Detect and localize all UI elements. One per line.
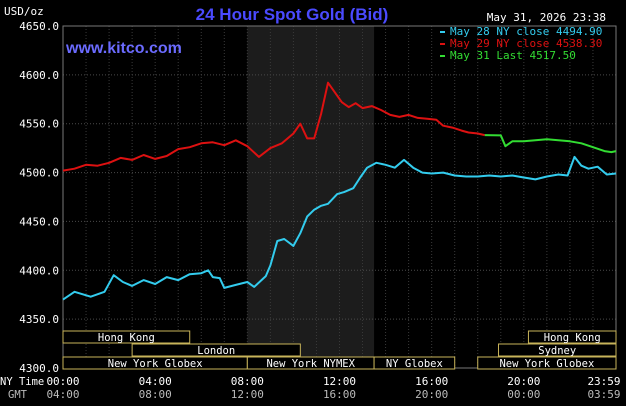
- y-tick-label: 4400.0: [19, 264, 59, 277]
- y-tick-label: 4600.0: [19, 69, 59, 82]
- x-tick-label-gmt: 16:00: [323, 388, 356, 401]
- legend-label: May 31 Last 4517.50: [450, 49, 576, 62]
- y-tick-label: 4550.0: [19, 118, 59, 131]
- legend-item: May 28 NY close 4494.90: [440, 25, 602, 38]
- legend-label: May 29 NY close 4538.30: [450, 37, 602, 50]
- x-tick-label-ny: 08:00: [231, 375, 264, 388]
- session-bar: New York Globex: [62, 356, 248, 370]
- watermark-url: www.kitco.com: [65, 40, 182, 57]
- session-bar-box: [373, 356, 456, 370]
- session-bar: New York NYMEX: [246, 356, 375, 370]
- session-bar: Hong Kong: [527, 330, 617, 344]
- session-label: NY Globex: [386, 358, 443, 370]
- y-tick-label: 4350.0: [19, 313, 59, 326]
- legend-swatch: [440, 43, 445, 45]
- x-tick-label-gmt: 12:00: [231, 388, 264, 401]
- session-bar: London: [131, 343, 301, 357]
- session-label: London: [197, 345, 235, 357]
- x-tick-label-ny: 04:00: [139, 375, 172, 388]
- session-bar-box: [527, 330, 617, 344]
- timestamp: May 31, 2026 23:38: [487, 11, 606, 24]
- x-tick-label-gmt: 04:00: [46, 388, 79, 401]
- session-bar: New York Globex: [477, 356, 617, 370]
- session-label: New York NYMEX: [266, 358, 355, 370]
- session-bar-box: [497, 343, 617, 357]
- x-tick-label-gmt: 08:00: [139, 388, 172, 401]
- y-tick-label: 4500.0: [19, 167, 59, 180]
- ny-nymex-session-band: [247, 26, 375, 368]
- y-tick-label: 4300.0: [19, 362, 59, 375]
- legend-item: May 29 NY close 4538.30: [440, 37, 602, 50]
- x-tick-label-gmt: 03:59: [587, 388, 620, 401]
- series-line: [484, 134, 617, 154]
- legend-label: May 28 NY close 4494.90: [450, 25, 602, 38]
- legend-swatch: [440, 31, 445, 33]
- session-label: Sydney: [538, 345, 576, 357]
- session-bar-box: [477, 356, 617, 370]
- x-tick-label-ny: 23:59: [587, 375, 620, 388]
- session-bar: NY Globex: [373, 356, 456, 370]
- gmt-row-label: GMT: [8, 389, 28, 401]
- session-bar-box: [62, 330, 191, 344]
- unit-label: USD/oz: [4, 5, 44, 18]
- x-tick-label-ny: 20:00: [507, 375, 540, 388]
- x-tick-label-gmt: 00:00: [507, 388, 540, 401]
- session-label: Hong Kong: [98, 332, 155, 344]
- y-axis: 4650.0 4600.0 4550.0 4500.0 4450.0 4400.0 4350…: [19, 20, 59, 375]
- legend-swatch: [440, 55, 445, 57]
- series-layer: [62, 81, 617, 301]
- session-bar-box: [131, 343, 301, 357]
- session-bar: Hong Kong: [62, 330, 191, 344]
- legend-item: May 31 Last 4517.50: [440, 49, 576, 62]
- y-tick-label: 4650.0: [19, 20, 59, 33]
- series-line: [62, 155, 617, 301]
- x-tick-label-gmt: 20:00: [415, 388, 448, 401]
- session-label: New York Globex: [108, 358, 203, 370]
- chart-title: 24 Hour Spot Gold (Bid): [196, 5, 389, 24]
- ny-time-row-label: NY Time: [0, 376, 44, 388]
- session-bar: Sydney: [497, 343, 617, 357]
- x-tick-label-ny: 12:00: [323, 375, 356, 388]
- x-tick-label-ny: 16:00: [415, 375, 448, 388]
- series-line: [62, 81, 485, 172]
- session-label: Hong Kong: [544, 332, 601, 344]
- y-tick-label: 4450.0: [19, 215, 59, 228]
- session-label: New York Globex: [499, 358, 594, 370]
- x-tick-label-ny: 00:00: [46, 375, 79, 388]
